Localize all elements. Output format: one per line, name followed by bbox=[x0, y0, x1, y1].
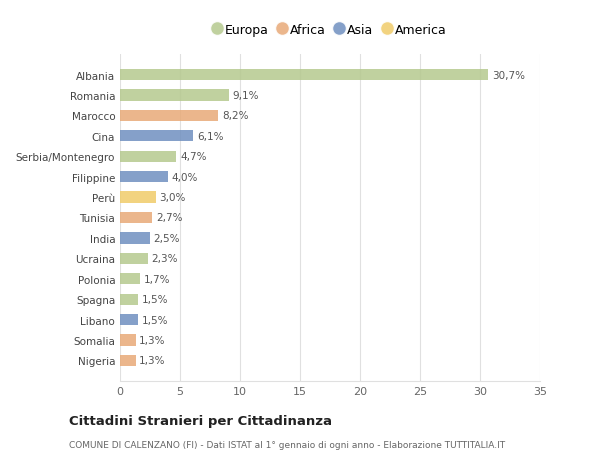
Text: 2,7%: 2,7% bbox=[156, 213, 182, 223]
Bar bbox=[120, 355, 136, 366]
Bar bbox=[120, 172, 168, 183]
Bar bbox=[120, 335, 136, 346]
Bar bbox=[120, 70, 488, 81]
Text: 1,5%: 1,5% bbox=[142, 315, 168, 325]
Bar bbox=[120, 314, 138, 325]
Text: 4,0%: 4,0% bbox=[172, 172, 198, 182]
Text: 9,1%: 9,1% bbox=[233, 91, 259, 101]
Bar bbox=[120, 90, 229, 101]
Text: 4,7%: 4,7% bbox=[180, 152, 206, 162]
Bar bbox=[120, 151, 176, 162]
Text: COMUNE DI CALENZANO (FI) - Dati ISTAT al 1° gennaio di ogni anno - Elaborazione : COMUNE DI CALENZANO (FI) - Dati ISTAT al… bbox=[69, 441, 505, 449]
Text: 2,5%: 2,5% bbox=[154, 233, 180, 243]
Bar bbox=[120, 111, 218, 122]
Bar bbox=[120, 233, 150, 244]
Bar bbox=[120, 192, 156, 203]
Text: 2,3%: 2,3% bbox=[151, 254, 178, 264]
Bar bbox=[120, 274, 140, 285]
Text: 1,3%: 1,3% bbox=[139, 335, 166, 345]
Text: 30,7%: 30,7% bbox=[492, 71, 525, 80]
Bar bbox=[120, 213, 152, 224]
Text: 6,1%: 6,1% bbox=[197, 132, 223, 141]
Bar bbox=[120, 253, 148, 264]
Legend: Europa, Africa, Asia, America: Europa, Africa, Asia, America bbox=[209, 19, 451, 42]
Bar bbox=[120, 131, 193, 142]
Text: Cittadini Stranieri per Cittadinanza: Cittadini Stranieri per Cittadinanza bbox=[69, 414, 332, 428]
Text: 8,2%: 8,2% bbox=[222, 111, 248, 121]
Text: 1,3%: 1,3% bbox=[139, 356, 166, 365]
Text: 3,0%: 3,0% bbox=[160, 193, 186, 203]
Text: 1,7%: 1,7% bbox=[144, 274, 170, 284]
Text: 1,5%: 1,5% bbox=[142, 295, 168, 304]
Bar bbox=[120, 294, 138, 305]
